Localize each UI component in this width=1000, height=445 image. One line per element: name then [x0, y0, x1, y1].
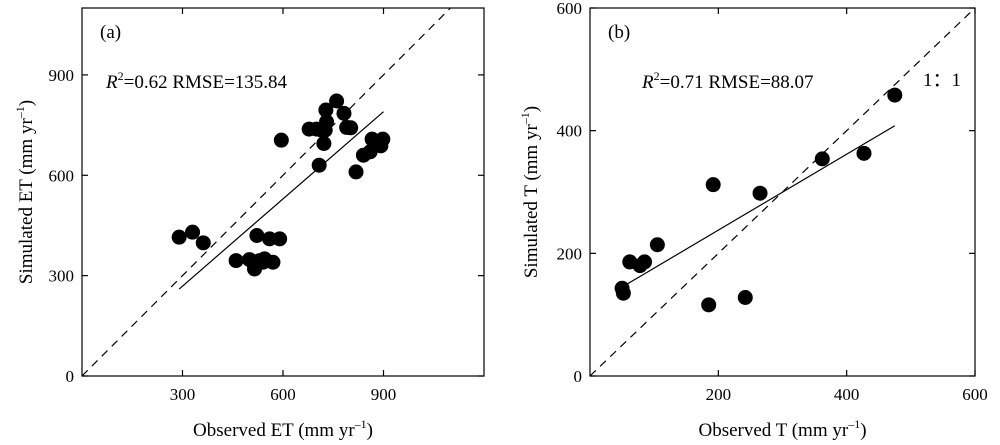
x-tick-label: 600 [962, 385, 988, 404]
y-tick-label: 0 [66, 367, 75, 386]
data-point [228, 253, 244, 269]
y-tick-label: 200 [557, 244, 583, 263]
data-point [856, 145, 872, 161]
data-point [705, 177, 721, 193]
x-tick-label: 200 [706, 385, 732, 404]
y-axis-title: Simulated T (mm yr–1) [518, 106, 542, 278]
x-axis-title: Observed T (mm yr–1) [698, 417, 866, 441]
panel-b: 200 400 600 0 200 400 600 (b) R2=0.71 RMSE=88.07… [518, 0, 988, 441]
data-point [316, 135, 332, 151]
data-point [171, 229, 187, 245]
plot-frame [589, 7, 976, 377]
panel-label: (b) [608, 22, 630, 43]
data-point [319, 114, 335, 130]
panel-a: 300 600 900 0 300 600 900 (a) R2=0.62 RMSE=135.8… [13, 7, 485, 441]
data-point [348, 164, 364, 180]
data-point [272, 231, 288, 247]
data-point [814, 151, 830, 167]
x-tick-label: 900 [371, 385, 397, 404]
data-point [336, 105, 352, 121]
y-tick-label: 900 [49, 66, 75, 85]
one-to-one-label: 1：1 [923, 70, 961, 91]
data-point [649, 237, 665, 253]
data-point [701, 297, 717, 313]
fit-statistics: R2=0.71 RMSE=88.07 [641, 69, 814, 93]
y-tick-label: 600 [557, 0, 583, 18]
data-point [375, 131, 391, 147]
regression-line [178, 111, 384, 290]
x-tick-label: 600 [270, 385, 296, 404]
data-point [329, 93, 345, 109]
data-point [249, 227, 265, 243]
data-point [752, 185, 768, 201]
y-tick-label: 300 [49, 267, 75, 286]
y-tick-label: 0 [574, 367, 583, 386]
data-point [273, 132, 289, 148]
y-tick-label: 600 [49, 166, 75, 185]
data-point [887, 87, 903, 103]
data-point [637, 254, 653, 270]
data-point [265, 254, 281, 270]
data-point [311, 157, 327, 173]
x-axis-title: Observed ET (mm yr–1) [193, 417, 373, 441]
panel-label: (a) [100, 22, 121, 43]
fit-statistics: R2=0.62 RMSE=135.84 [105, 69, 288, 93]
data-point [318, 102, 334, 118]
regression-line [621, 125, 896, 288]
data-point [343, 120, 359, 136]
one-to-one-line [81, 7, 451, 377]
y-axis-title: Simulated ET (mm yr–1) [13, 100, 37, 284]
plot-frame [81, 7, 485, 377]
x-tick-label: 300 [170, 385, 196, 404]
y-tick-label: 400 [557, 122, 583, 141]
data-point [737, 289, 753, 305]
data-point [615, 285, 631, 301]
data-point [195, 235, 211, 251]
data-point [185, 224, 201, 240]
x-tick-label: 400 [834, 385, 860, 404]
